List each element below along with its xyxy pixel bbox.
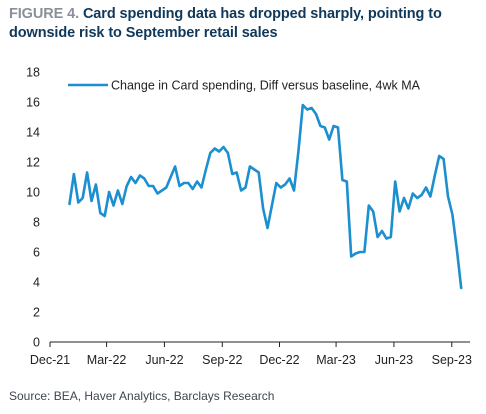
series-layer <box>68 103 463 290</box>
x-tick-label: Sep-23 <box>432 353 472 367</box>
y-axis-ticks: 0 2 4 6 8 10 12 14 16 18 <box>26 66 40 350</box>
x-tick-label: Sep-22 <box>202 353 242 367</box>
chart-title: FIGURE 4. Card spending data has dropped… <box>9 5 479 43</box>
source-note: Source: BEA, Haver Analytics, Barclays R… <box>9 389 275 403</box>
y-tick-label: 12 <box>26 156 40 170</box>
y-tick-label: 10 <box>26 186 40 200</box>
x-tick-label: Mar-23 <box>316 353 356 367</box>
y-tick-label: 6 <box>33 246 40 260</box>
series-line <box>68 103 463 290</box>
legend-label: Change in Card spending, Diff versus bas… <box>111 79 421 93</box>
x-tick-label: Mar-22 <box>87 353 127 367</box>
y-tick-label: 18 <box>26 66 40 80</box>
line-chart: 0 2 4 6 8 10 12 14 16 18 Dec-21 Mar-22 Jun-22 Sep-22… <box>26 66 472 368</box>
figure-title: Card spending data has dropped sharply, … <box>9 6 442 41</box>
y-tick-label: 16 <box>26 96 40 110</box>
chart-area: 0 2 4 6 8 10 12 14 16 18 Dec-21 Mar-22 Jun-22 Sep-22… <box>0 58 486 378</box>
y-tick-label: 0 <box>33 336 40 350</box>
y-tick-label: 8 <box>33 216 40 230</box>
x-tick-label: Jun-23 <box>375 353 413 367</box>
y-tick-label: 14 <box>26 126 40 140</box>
x-axis-ticks: Dec-21 Mar-22 Jun-22 Sep-22 Dec-22 Mar-23 Jun-… <box>30 342 472 367</box>
legend: Change in Card spending, Diff versus bas… <box>68 79 421 93</box>
y-tick-label: 2 <box>33 306 40 320</box>
y-tick-label: 4 <box>33 276 40 290</box>
x-tick-label: Dec-22 <box>259 353 299 367</box>
figure-label: FIGURE 4. <box>9 6 79 22</box>
x-tick-label: Dec-21 <box>30 353 70 367</box>
x-tick-label: Jun-22 <box>145 353 183 367</box>
